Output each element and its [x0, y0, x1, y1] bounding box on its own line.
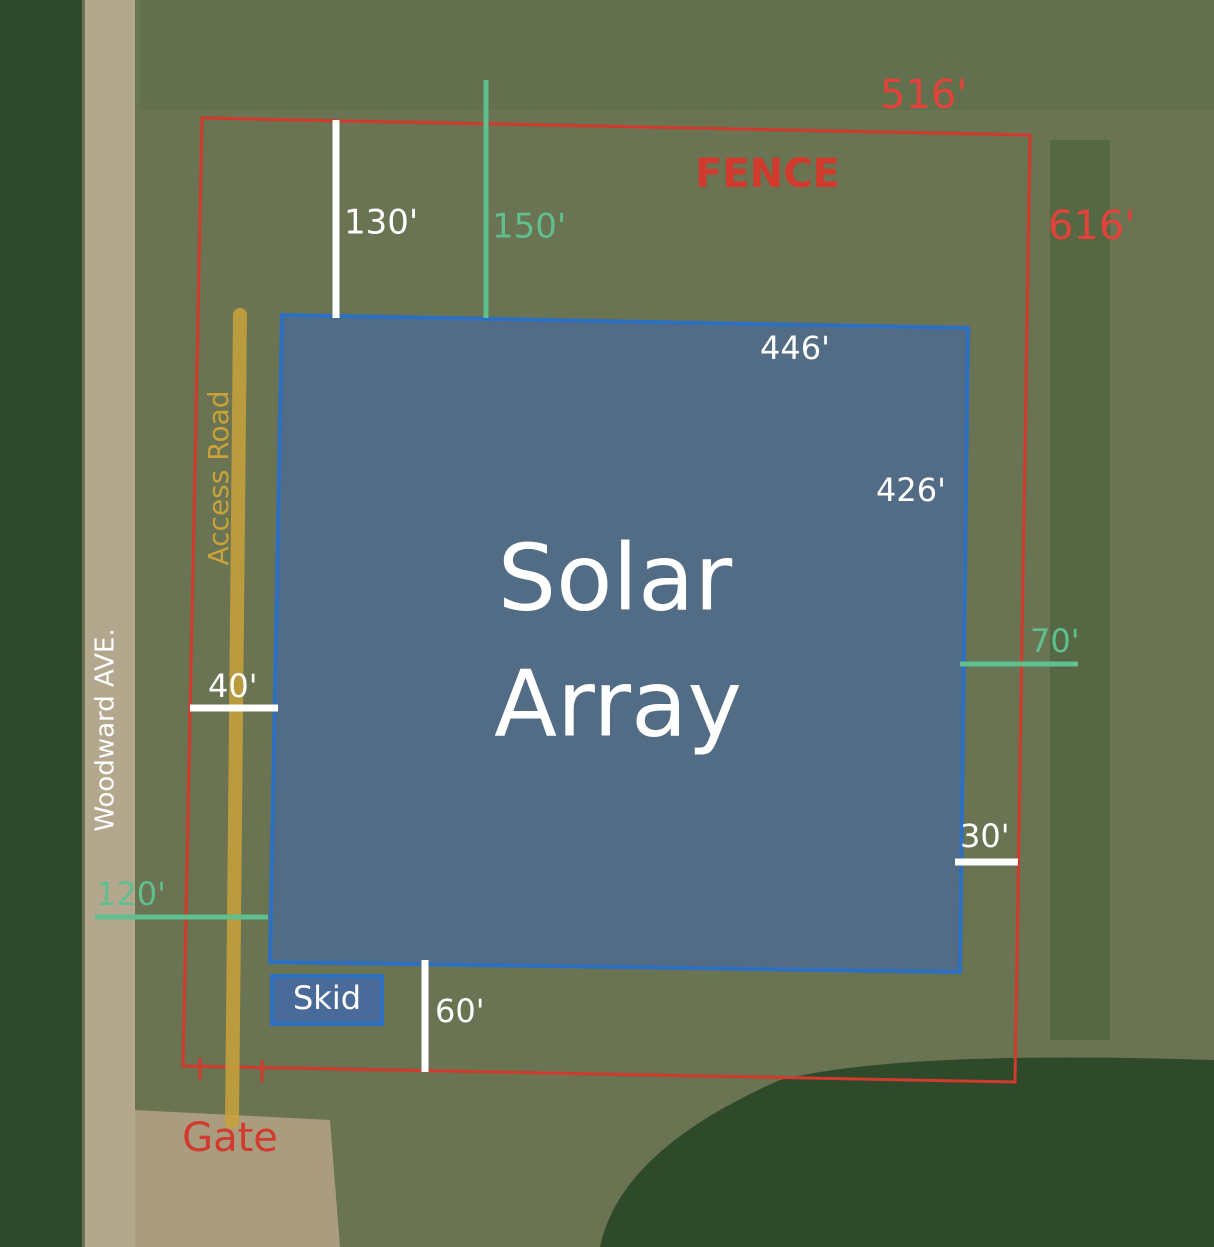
fence-length-label: 616' [1048, 203, 1135, 249]
setback-label: 40' [208, 667, 258, 705]
setback-label: 130' [344, 203, 418, 243]
fence-label: FENCE [695, 151, 840, 197]
grass-north [140, 0, 1214, 110]
skid-label: Skid [293, 979, 361, 1017]
street-road [85, 0, 135, 1247]
site-map: 516' 616' FENCE 130' 150' 446' 426' Sola… [0, 0, 1214, 1247]
setback-label: 150' [492, 207, 566, 247]
page: {"map": { "fence": {"label": "FENCE", "w… [0, 0, 1214, 1247]
setback-label: 30' [960, 817, 1010, 855]
setback-label: 60' [435, 992, 485, 1030]
array-length-label: 426' [876, 471, 946, 509]
tree-row-east [1050, 140, 1110, 1040]
street-label: Woodward AVE. [91, 628, 121, 831]
access-road-label: Access Road [202, 390, 235, 565]
array-title: Array [494, 650, 742, 757]
array-width-label: 446' [760, 329, 830, 367]
array-title: Solar [498, 524, 733, 631]
fence-width-label: 516' [880, 72, 967, 118]
solar-array-area [270, 315, 968, 972]
setback-label: 70' [1030, 622, 1080, 660]
setback-label: 120' [96, 875, 166, 913]
gate-label: Gate [182, 1115, 278, 1161]
tree-strip-west [0, 0, 82, 1247]
